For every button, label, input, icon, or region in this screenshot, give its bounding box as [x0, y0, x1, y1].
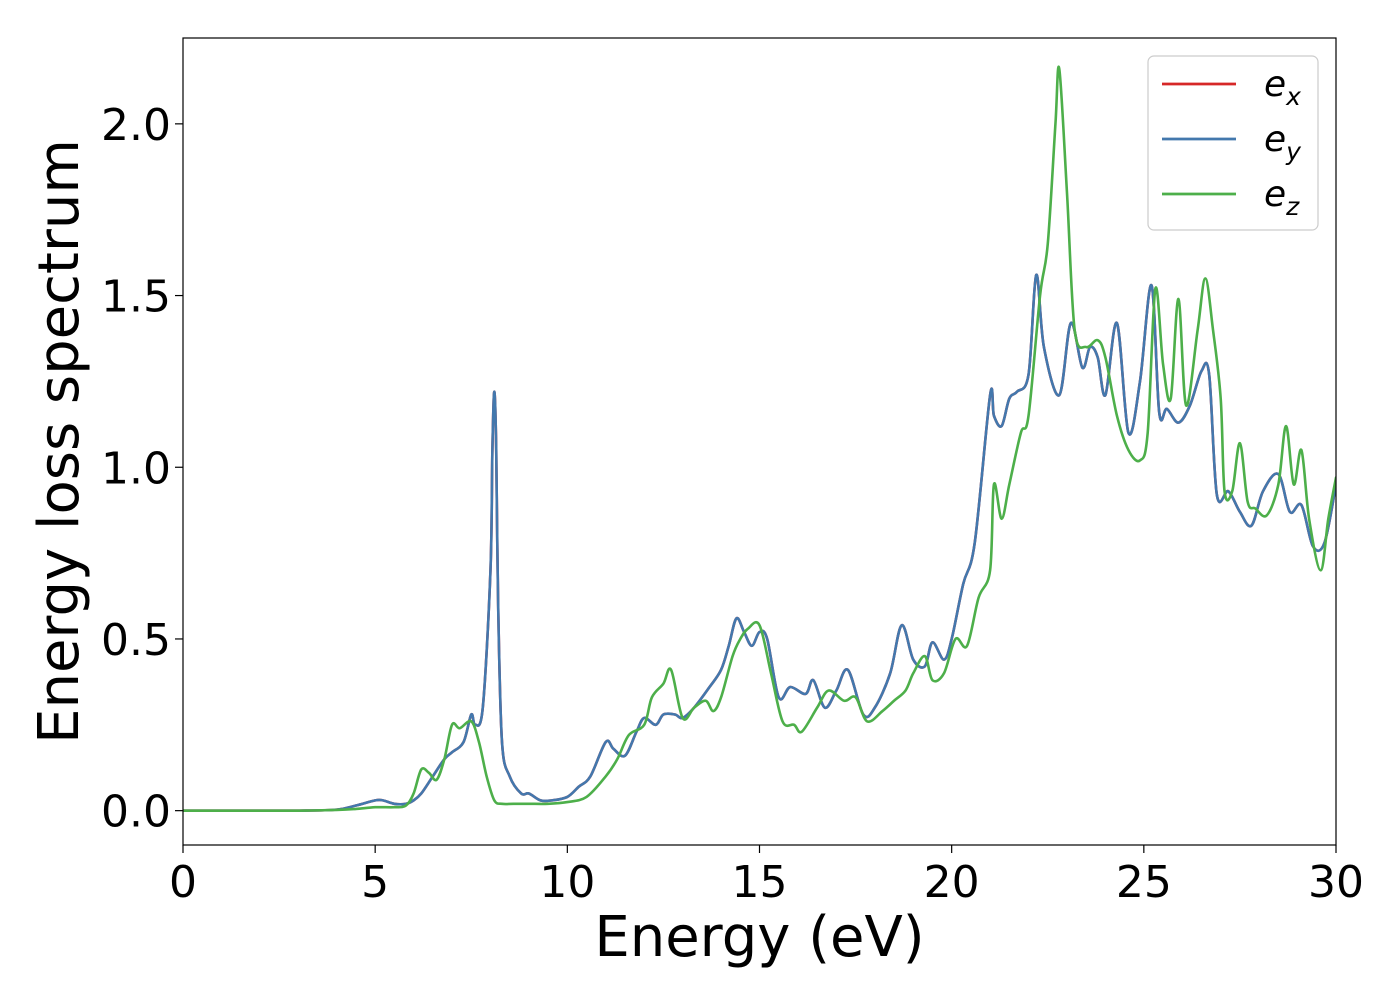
x-tick-label: 0 [169, 857, 197, 908]
y-tick-label: 0.0 [101, 787, 171, 838]
x-axis-label: Energy (eV) [594, 905, 924, 970]
legend-label-e-z: ez [1264, 174, 1300, 221]
y-axis-ticks: 0.0 0.5 1.0 1.5 2.0 [101, 100, 183, 838]
series-lines [183, 65, 1336, 813]
series-line-e-y [183, 273, 1336, 813]
x-tick-label: 20 [924, 857, 980, 908]
x-tick-label: 15 [732, 857, 788, 908]
legend-label-e-x: ex [1264, 64, 1301, 111]
legend-label-e-y: ey [1264, 119, 1302, 166]
x-tick-label: 10 [539, 857, 595, 908]
x-tick-label: 30 [1308, 857, 1364, 908]
x-tick-label: 25 [1116, 857, 1172, 908]
legend: ex ey ez [1147, 55, 1319, 231]
y-tick-label: 1.0 [101, 443, 171, 494]
y-tick-label: 2.0 [101, 100, 171, 151]
series-line-e-z [183, 65, 1336, 813]
y-axis-label: Energy loss spectrum [27, 139, 92, 744]
x-tick-label: 5 [361, 857, 389, 908]
legend-box [1147, 55, 1319, 231]
y-tick-label: 1.5 [101, 272, 171, 323]
x-axis-ticks: 0 5 10 15 20 25 30 [169, 845, 1364, 908]
y-tick-label: 0.5 [101, 615, 171, 666]
